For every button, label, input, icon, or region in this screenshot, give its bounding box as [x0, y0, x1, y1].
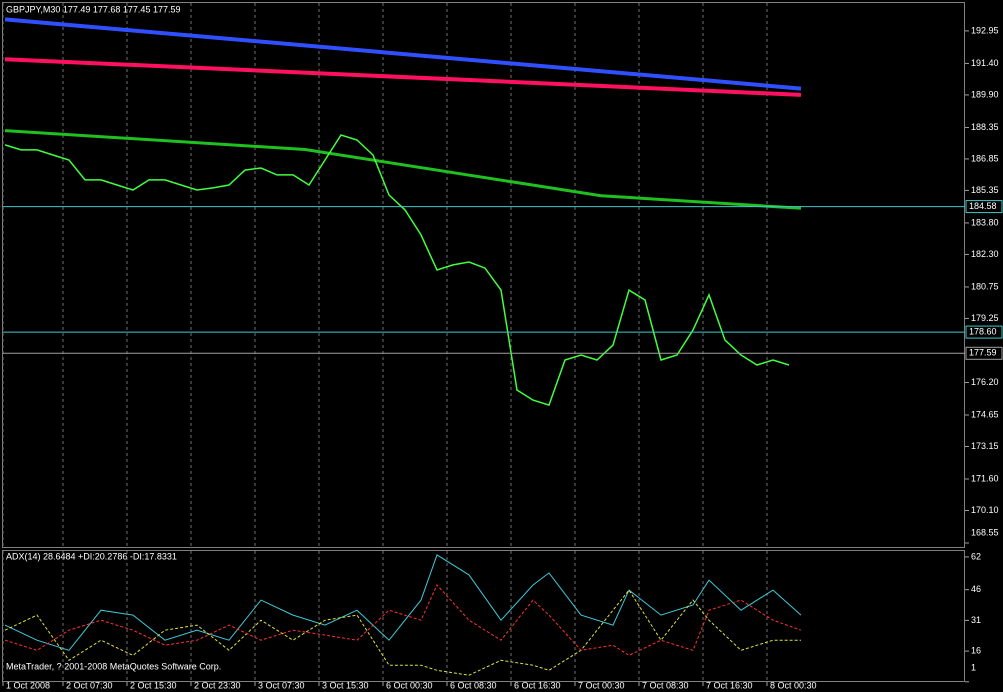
x-tick-label: 6 Oct 16:30 — [514, 680, 561, 690]
y-tick-label: 188.35 — [971, 122, 999, 132]
x-tick-label: 3 Oct 07:30 — [258, 680, 305, 690]
y-tick-label: 16 — [971, 645, 981, 655]
x-tick-label: 2 Oct 07:30 — [66, 680, 113, 690]
y-tick-label: 174.65 — [971, 409, 999, 419]
level-label: 177.59 — [969, 348, 997, 358]
series-line — [4, 554, 802, 651]
level-label-box — [965, 325, 1003, 339]
chart-title: GBPJPY,M30 177.49 177.68 177.45 177.59 — [6, 4, 180, 14]
y-tick-label: 183.80 — [971, 217, 999, 227]
x-tick-label: 2 Oct 15:30 — [130, 680, 177, 690]
series-line — [4, 129, 802, 210]
y-tick-label: 62 — [971, 551, 981, 561]
y-tick-label: 171.60 — [971, 473, 999, 483]
x-tick-label: 6 Oct 08:30 — [450, 680, 497, 690]
x-tick-label: 6 Oct 00:30 — [386, 680, 433, 690]
y-tick-label: 173.15 — [971, 441, 999, 451]
x-tick-label: 2 Oct 23:30 — [194, 680, 241, 690]
x-tick-label: 7 Oct 16:30 — [706, 680, 753, 690]
series-line — [4, 17, 802, 91]
y-tick-label: 31 — [971, 615, 981, 625]
series-line — [4, 57, 802, 97]
y-tick-label: 182.30 — [971, 249, 999, 259]
indicator-title: ADX(14) 28.6484 +DI:20.2786 -DI:17.8331 — [6, 551, 177, 561]
y-tick-label: 1 — [971, 662, 976, 672]
y-tick-label: 176.20 — [971, 377, 999, 387]
series-line — [4, 584, 802, 656]
x-tick-label: 8 Oct 00:30 — [770, 680, 817, 690]
level-label-box — [965, 346, 1003, 360]
y-tick-label: 192.95 — [971, 25, 999, 35]
y-tick-label: 46 — [971, 584, 981, 594]
y-tick-label: 191.40 — [971, 58, 999, 68]
indicator-frame — [2, 550, 965, 682]
y-tick-label: 186.85 — [971, 153, 999, 163]
x-tick-label: 1 Oct 2008 — [6, 680, 50, 690]
y-tick-label: 179.25 — [971, 313, 999, 323]
y-tick-label: 189.90 — [971, 89, 999, 99]
series-line — [4, 134, 790, 407]
x-tick-label: 7 Oct 00:30 — [578, 680, 625, 690]
x-tick-label: 7 Oct 08:30 — [642, 680, 689, 690]
y-tick-label: 180.75 — [971, 281, 999, 291]
copyright: MetaTrader, ? 2001-2008 MetaQuotes Softw… — [6, 661, 221, 671]
y-tick-label: 185.35 — [971, 185, 999, 195]
y-tick-label: 170.10 — [971, 505, 999, 515]
level-label: 178.60 — [969, 326, 997, 336]
level-label: 184.58 — [969, 201, 997, 211]
y-tick-label: 168.55 — [971, 527, 999, 537]
level-label-box — [965, 200, 1003, 214]
x-tick-label: 3 Oct 15:30 — [322, 680, 369, 690]
